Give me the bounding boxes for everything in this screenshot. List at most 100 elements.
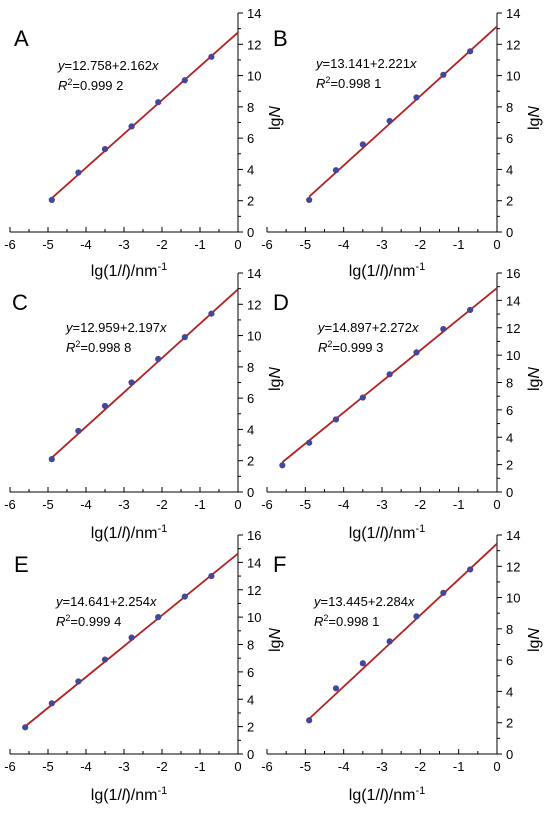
y-tick-label: 10 <box>247 329 261 344</box>
y-tick-label: 12 <box>247 37 261 52</box>
data-point <box>22 724 29 731</box>
chart-panel-d: -6 -5 -4 -3 -2 -1 00 2 4 6 8 10 12 14 16 Dy=14.897+2.27… <box>261 266 543 542</box>
x-tick-label: -4 <box>338 497 350 512</box>
x-tick-label: -3 <box>376 759 388 774</box>
y-tick-label: 12 <box>506 37 520 52</box>
x-tick-label: -2 <box>415 237 427 252</box>
data-point <box>181 77 188 84</box>
y-tick-label: 14 <box>247 555 261 570</box>
y-axis-title-var: N <box>526 367 543 379</box>
y-tick-label: 8 <box>247 100 254 115</box>
x-tick-label: -5 <box>42 497 54 512</box>
data-point <box>467 48 474 55</box>
x-tick-label: -3 <box>376 497 388 512</box>
equation-x: x <box>409 56 417 71</box>
y-axis-title-main: lg <box>267 640 284 652</box>
x-tick-label: -3 <box>118 237 130 252</box>
data-point <box>181 593 188 600</box>
y-tick-label: 10 <box>247 69 261 84</box>
y-tick-label: 0 <box>506 747 513 762</box>
x-tick-label: -1 <box>194 759 206 774</box>
x-tick-label: -5 <box>300 759 312 774</box>
data-point <box>386 371 393 378</box>
r2-exponent: 2 <box>65 613 70 623</box>
x-tick-label: -6 <box>261 497 273 512</box>
y-axis-title-var: N <box>526 106 543 118</box>
x-tick-label: -3 <box>118 497 130 512</box>
x-axis-title-exp: -1 <box>415 261 425 273</box>
panel-letter: A <box>14 26 29 51</box>
r2-value: =0.999 2 <box>72 78 123 93</box>
r-squared: R2=0.999 2 <box>58 77 123 93</box>
data-point <box>101 145 109 153</box>
y-axis-title-main: lg <box>267 118 284 130</box>
data-point <box>413 613 420 620</box>
y-tick-label: 4 <box>247 422 254 437</box>
x-axis-title-unit: )/nm <box>383 525 415 542</box>
y-tick-label: 6 <box>247 665 254 680</box>
y-tick-label: 2 <box>506 194 513 209</box>
y-tick-label: 16 <box>506 266 520 281</box>
x-tick-label: 0 <box>493 497 500 512</box>
y-tick-label: 0 <box>247 225 254 240</box>
y-tick-label: 6 <box>506 131 513 146</box>
x-axis-title-main: lg(1/ <box>349 525 381 542</box>
y-axis-title: lgN <box>526 106 543 130</box>
r2-value: =0.998 8 <box>80 340 131 355</box>
equation-y: y <box>65 320 74 335</box>
r2-label: R <box>56 614 65 629</box>
data-point <box>181 334 188 341</box>
equation-x: x <box>149 594 157 609</box>
y-tick-label: 2 <box>506 716 513 731</box>
data-point <box>306 196 313 204</box>
x-tick-label: -4 <box>80 759 92 774</box>
x-axis-title-var: l <box>122 263 126 280</box>
data-point <box>332 167 340 174</box>
y-tick-label: 10 <box>506 591 520 606</box>
x-tick-label: 0 <box>234 237 241 252</box>
data-point <box>279 462 286 469</box>
y-tick-label: 4 <box>506 162 513 177</box>
x-tick-label: -4 <box>80 237 92 252</box>
x-axis-title: lg(1/l)/nm-1 <box>349 523 425 542</box>
equation-rhs: =13.445+2.284 <box>321 594 408 609</box>
y-tick-label: 0 <box>247 747 254 762</box>
x-axis-title-main: lg(1/ <box>91 263 123 280</box>
x-axis-title: lg(1/l)/nm-1 <box>349 261 425 280</box>
x-axis-title-exp: -1 <box>415 523 425 535</box>
data-point <box>155 99 162 106</box>
equation-y: y <box>317 320 326 335</box>
x-tick-label: -4 <box>80 497 92 512</box>
equation-x: x <box>411 320 419 335</box>
panel-letter: F <box>273 552 286 577</box>
equation-x: x <box>159 320 167 335</box>
fit-equation: y=14.897+2.272x <box>317 320 419 335</box>
equation-y: y <box>313 594 322 609</box>
equation-rhs: =12.959+2.197 <box>73 320 160 335</box>
y-axis-title-main: lg <box>526 379 543 391</box>
y-tick-label: 2 <box>247 194 254 209</box>
fit-line <box>51 31 239 199</box>
r2-label: R <box>58 78 67 93</box>
y-tick-label: 8 <box>247 360 254 375</box>
data-point <box>359 660 366 667</box>
x-axis-title-exp: -1 <box>157 261 167 273</box>
y-axis-title-var: N <box>267 106 284 118</box>
y-tick-label: 8 <box>506 376 513 391</box>
y-tick-label: 2 <box>247 454 254 469</box>
data-point <box>75 169 82 176</box>
y-tick-label: 14 <box>506 6 520 21</box>
y-axis-title-main: lg <box>526 118 543 130</box>
chart-panel-b: -6 -5 -4 -3 -2 -1 00 2 4 6 8 10 12 14 By=13.141+2.221x… <box>261 6 543 280</box>
x-tick-label: -5 <box>300 237 312 252</box>
x-tick-label: -4 <box>338 237 350 252</box>
fit-line <box>308 543 498 720</box>
data-point <box>440 326 447 333</box>
y-tick-label: 10 <box>506 348 520 363</box>
y-tick-label: 4 <box>506 684 513 699</box>
x-tick-label: -6 <box>4 759 16 774</box>
r-squared: R2=0.999 4 <box>56 613 121 629</box>
x-axis-title-unit: )/nm <box>383 263 415 280</box>
y-tick-label: 14 <box>247 266 261 281</box>
x-tick-label: -6 <box>4 237 16 252</box>
